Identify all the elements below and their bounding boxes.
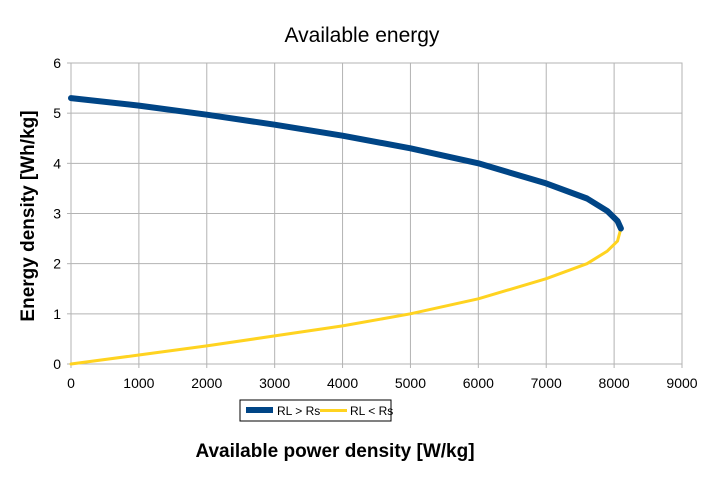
legend-swatch-rl-less	[320, 409, 347, 412]
x-axis-label: Available power density [W/kg]	[195, 441, 474, 462]
y-tick-label: 5	[53, 105, 61, 121]
series-line-rl-less-than-rs	[69, 227, 623, 366]
legend: RL > Rs RL < Rs	[239, 399, 393, 422]
legend-label-rl-greater: RL > Rs	[277, 404, 320, 418]
x-tick-label: 7000	[531, 375, 562, 391]
x-tick-label: 9000	[666, 375, 697, 391]
y-tick-label: 1	[53, 306, 61, 322]
axes	[67, 62, 683, 368]
x-tick-label: 5000	[395, 375, 426, 391]
series-layer	[68, 95, 624, 366]
tick-labels: 0 1000 2000 3000 4000 5000 6000 7000 8000 9000 0 1 2…	[53, 55, 698, 391]
x-tick-label: 3000	[259, 375, 290, 391]
chart-title: Available energy	[285, 24, 440, 47]
plot-area	[70, 62, 683, 365]
x-tick-label: 4000	[327, 375, 358, 391]
x-tick-label: 6000	[463, 375, 494, 391]
y-tick-label: 4	[53, 155, 61, 171]
legend-box	[239, 399, 392, 422]
legend-swatch-rl-greater	[246, 407, 273, 413]
series-line-rl-greater-than-rs	[68, 95, 624, 232]
y-tick-label: 3	[53, 206, 61, 222]
x-tick-label: 8000	[599, 375, 630, 391]
y-tick-label: 6	[53, 55, 61, 71]
x-tick-label: 0	[67, 375, 75, 391]
x-tick-label: 1000	[123, 375, 154, 391]
legend-label-rl-less: RL < Rs	[350, 404, 393, 418]
y-tick-label: 0	[53, 356, 61, 372]
x-tick-label: 2000	[191, 375, 222, 391]
y-axis-label: Energy density [Wh/kg]	[18, 110, 39, 321]
y-tick-label: 2	[53, 256, 61, 272]
